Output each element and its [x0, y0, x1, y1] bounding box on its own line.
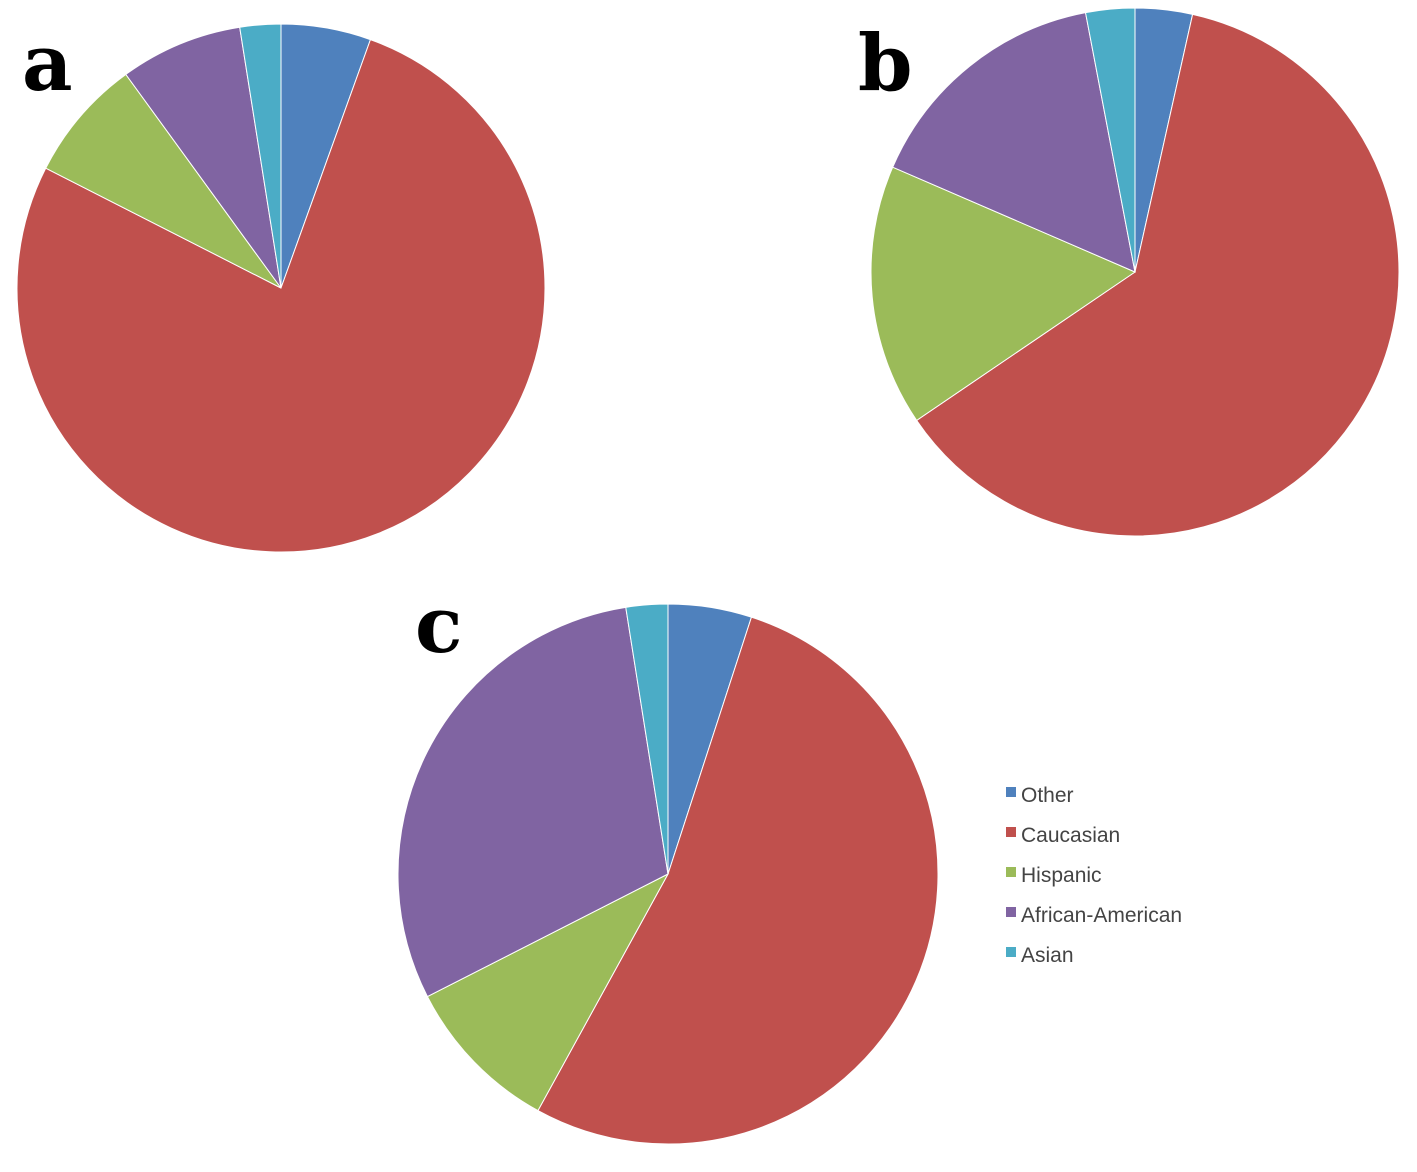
pie-chart-b [870, 7, 1400, 537]
legend-label-other: Other [1021, 784, 1074, 807]
legend-swatch-caucasian [1006, 827, 1016, 837]
legend: Other Caucasian Hispanic African-America… [1006, 784, 1182, 967]
pie-b-slice-caucasian [915, 13, 1400, 537]
pie-b-slice-hispanic [870, 166, 1137, 422]
pie-chart-a [16, 23, 546, 553]
pie-a-slice-asian [239, 23, 282, 289]
pie-b-slice-asian [1084, 7, 1136, 273]
legend-swatch-african-american [1006, 907, 1016, 917]
pie-c-slice-caucasian [537, 616, 939, 1145]
pie-c-slice-african-american [397, 606, 669, 998]
legend-label-hispanic: Hispanic [1021, 864, 1102, 887]
legend-item-asian: Asian [1006, 944, 1074, 967]
pie-a-slice-hispanic [45, 73, 282, 289]
legend-label-african-american: African-American [1021, 904, 1182, 927]
legend-item-african-american: African-American [1006, 904, 1182, 927]
legend-item-caucasian: Caucasian [1006, 824, 1120, 847]
legend-label-asian: Asian [1021, 944, 1074, 967]
legend-label-caucasian: Caucasian [1021, 824, 1120, 847]
pie-c-slice-asian [625, 603, 669, 875]
legend-item-other: Other [1006, 784, 1074, 807]
pie-a-slice-african-american [125, 26, 282, 289]
pie-chart-c [397, 603, 939, 1145]
panel-label-a: a [22, 18, 73, 109]
panel-label-b: b [858, 18, 913, 109]
pie-c-slice-hispanic [426, 872, 670, 1112]
panel-label-c: c [415, 580, 463, 671]
pie-a-slice-caucasian [16, 38, 546, 553]
legend-swatch-asian [1006, 947, 1016, 957]
legend-swatch-other [1006, 787, 1016, 797]
legend-swatch-hispanic [1006, 867, 1016, 877]
pie-b-slice-african-american [892, 12, 1136, 273]
legend-item-hispanic: Hispanic [1006, 864, 1102, 887]
